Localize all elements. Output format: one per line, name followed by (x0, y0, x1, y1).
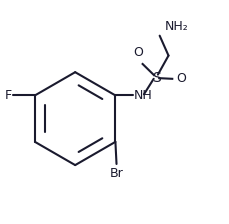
Text: O: O (175, 72, 185, 85)
Text: Br: Br (109, 167, 123, 180)
Text: S: S (151, 71, 160, 85)
Text: O: O (133, 46, 143, 59)
Text: NH₂: NH₂ (164, 20, 188, 33)
Text: NH: NH (134, 89, 152, 102)
Text: F: F (5, 89, 12, 102)
